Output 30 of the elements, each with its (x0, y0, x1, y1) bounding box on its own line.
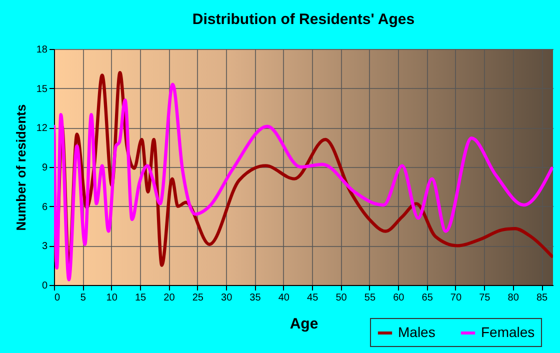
y-tick-label: 3 (42, 241, 48, 252)
x-tick-label: 60 (393, 292, 405, 304)
y-tick-label: 12 (36, 123, 48, 134)
x-tick-label: 70 (450, 292, 462, 304)
x-tick-label: 10 (106, 292, 118, 304)
x-tick-label: 75 (479, 292, 491, 304)
x-axis-title: Age (290, 316, 318, 332)
x-tick-label: 20 (164, 292, 176, 304)
legend-label: Males (398, 324, 436, 340)
x-tick-label: 40 (278, 292, 290, 304)
x-tick-label: 80 (508, 292, 520, 304)
chart-title: Distribution of Residents' Ages (192, 11, 415, 28)
x-tick-label: 65 (422, 292, 434, 304)
y-tick-label: 0 (42, 280, 48, 292)
y-tick-label: 6 (42, 202, 48, 213)
x-tick-label: 50 (336, 292, 348, 304)
x-tick-label: 0 (54, 292, 60, 304)
x-tick-label: 55 (364, 292, 376, 304)
y-axis-title: Number of residents (13, 104, 28, 231)
legend-label: Females (481, 324, 535, 340)
x-tick-label: 45 (307, 292, 319, 304)
y-tick-label: 9 (42, 162, 48, 174)
x-tick-label: 15 (134, 292, 147, 304)
x-tick-label: 30 (221, 292, 233, 304)
x-tick-label: 85 (536, 292, 548, 304)
x-tick-label: 35 (250, 292, 262, 304)
y-tick-label: 18 (36, 44, 48, 56)
x-tick-label: 5 (80, 292, 86, 304)
y-tick-label: 15 (36, 84, 48, 95)
x-tick-label: 25 (192, 292, 204, 304)
